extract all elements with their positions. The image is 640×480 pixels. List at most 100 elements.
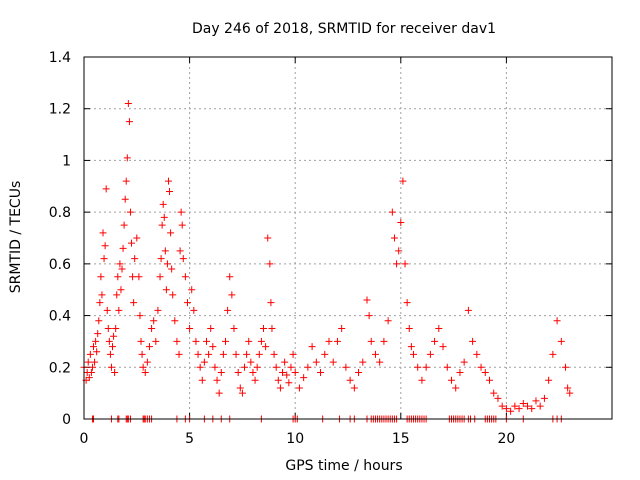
- data-point: [274, 376, 282, 384]
- y-tick-label: 1.4: [49, 50, 71, 66]
- data-point: [119, 244, 127, 252]
- data-point: [194, 350, 202, 358]
- data-point: [333, 337, 341, 345]
- data-point: [85, 374, 93, 382]
- data-point: [136, 312, 144, 320]
- data-point: [367, 337, 375, 345]
- data-point: [162, 286, 170, 294]
- data-point: [279, 368, 287, 376]
- data-point: [200, 358, 208, 366]
- data-point: [262, 343, 270, 351]
- data-point: [443, 363, 451, 371]
- data-point: [92, 337, 100, 345]
- data-point: [557, 337, 565, 345]
- data-point: [281, 358, 289, 366]
- data-point: [236, 384, 244, 392]
- data-point: [435, 325, 443, 332]
- x-tick-label: 20: [497, 431, 515, 447]
- y-tick-label: 1.2: [49, 102, 71, 118]
- data-point: [325, 337, 333, 345]
- data-point: [528, 405, 536, 413]
- data-point: [418, 376, 426, 384]
- x-tick-label: 5: [185, 431, 194, 447]
- data-point: [190, 306, 198, 314]
- data-point: [106, 350, 114, 358]
- data-point: [137, 337, 145, 345]
- data-point: [105, 337, 113, 345]
- data-point: [160, 213, 168, 221]
- data-point: [211, 363, 219, 371]
- data-point: [156, 273, 164, 281]
- data-point: [431, 337, 439, 345]
- data-point: [304, 363, 312, 371]
- data-point: [135, 273, 143, 281]
- data-point: [120, 221, 128, 229]
- data-point: [161, 247, 169, 255]
- plot-frame: [83, 56, 613, 420]
- data-point: [219, 350, 227, 358]
- data-point: [148, 325, 156, 332]
- data-point: [167, 229, 175, 237]
- data-point: [266, 260, 274, 268]
- data-point: [260, 325, 268, 332]
- data-point: [397, 218, 405, 226]
- data-point: [215, 389, 223, 397]
- data-point: [154, 306, 162, 314]
- data-point: [232, 350, 240, 358]
- data-point: [186, 325, 194, 332]
- data-point: [285, 379, 293, 387]
- data-point: [117, 286, 125, 294]
- data-point: [111, 368, 119, 376]
- axis-ticks: 0 0.2 0.4 0.6 0.8 1 1.2 1.4 0 5 10 15 20: [49, 50, 612, 447]
- data-point: [178, 221, 186, 229]
- data-point: [403, 299, 411, 307]
- data-point: [532, 397, 540, 405]
- y-tick-label: 0: [62, 412, 71, 428]
- data-point: [490, 389, 498, 397]
- data-point: [536, 402, 544, 410]
- data-point: [388, 208, 396, 216]
- x-tick-label: 0: [80, 431, 89, 447]
- data-point: [114, 273, 122, 281]
- data-point: [289, 350, 297, 358]
- data-point: [414, 363, 422, 371]
- data-point: [234, 368, 242, 376]
- data-point: [222, 337, 230, 345]
- data-point: [524, 402, 532, 410]
- data-point: [477, 363, 485, 371]
- data-point: [329, 358, 337, 366]
- data-point: [502, 405, 510, 413]
- data-point: [507, 407, 515, 415]
- data-point: [295, 384, 303, 392]
- data-points: [80, 100, 574, 423]
- data-point: [247, 358, 255, 366]
- data-point: [175, 350, 183, 358]
- data-point: [86, 350, 94, 358]
- data-point: [150, 317, 158, 325]
- data-point: [157, 255, 165, 263]
- data-point: [395, 247, 403, 255]
- data-point: [494, 394, 502, 402]
- data-point: [202, 337, 210, 345]
- data-point: [253, 363, 261, 371]
- data-point: [96, 299, 104, 307]
- data-point: [342, 363, 350, 371]
- data-point: [270, 350, 278, 358]
- data-point: [317, 368, 325, 376]
- data-point: [125, 118, 133, 126]
- data-point: [380, 337, 388, 345]
- data-point: [422, 363, 430, 371]
- data-point: [384, 317, 392, 325]
- data-point: [112, 325, 120, 332]
- data-point: [355, 368, 363, 376]
- data-point: [376, 358, 384, 366]
- data-point: [131, 255, 139, 263]
- data-point: [98, 291, 106, 299]
- data-point: [338, 325, 346, 332]
- data-point: [390, 234, 398, 242]
- data-point: [84, 358, 92, 366]
- data-point: [486, 376, 494, 384]
- data-point: [405, 325, 413, 332]
- data-point: [102, 185, 110, 193]
